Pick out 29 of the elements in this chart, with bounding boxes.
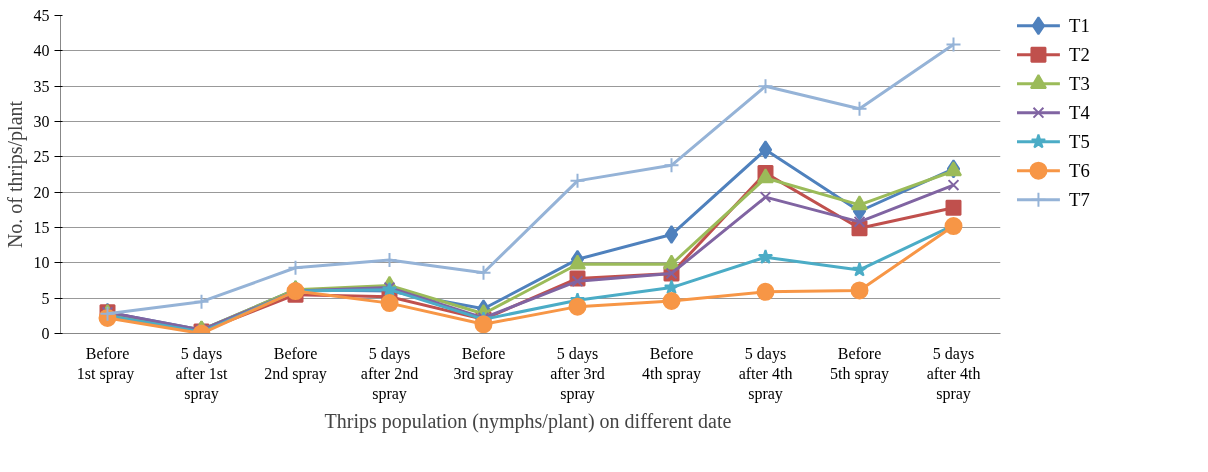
x-tick-label: 5 days after 3rd spray [550,344,605,404]
y-tick-label: 5 [41,289,50,307]
y-tick-label: 45 [33,7,50,24]
y-tick-label: 30 [33,113,50,130]
legend-label: T1 [1069,15,1090,37]
y-tick-label: 40 [33,42,50,60]
y-tick-label: 10 [33,254,50,272]
legend-label: T4 [1069,102,1091,124]
x-tick-label: Before 3rd spray [453,344,514,383]
legend-label: T6 [1069,160,1090,182]
legend-label: T3 [1069,73,1090,95]
y-tick-label: 20 [33,183,50,201]
y-tick-label: 0 [41,325,50,342]
x-tick-label: 5 days after 4th spray [738,344,793,404]
x-tick-label: 5 days after 4th spray [926,344,981,404]
y-tick-label: 35 [33,77,50,95]
legend-label: T2 [1069,44,1090,66]
x-tick-label: Before 1st spray [76,344,135,383]
x-tick-label: Before 4th spray [641,344,702,383]
legend-label: T7 [1069,189,1090,211]
x-tick-label: 5 days after 1st spray [175,344,229,404]
y-tick-label: 25 [33,148,50,166]
y-tick-label: 15 [33,219,50,236]
legend-label: T5 [1069,131,1090,153]
x-tick-label: Before 5th spray [829,344,890,383]
x-tick-label: 5 days after 2nd spray [360,344,419,404]
x-tick-label: Before 2nd spray [264,344,327,383]
y-axis-title: No. of thrips/plant [3,100,27,249]
x-axis-title: Thrips population (nymphs/plant) on different date [324,410,732,434]
